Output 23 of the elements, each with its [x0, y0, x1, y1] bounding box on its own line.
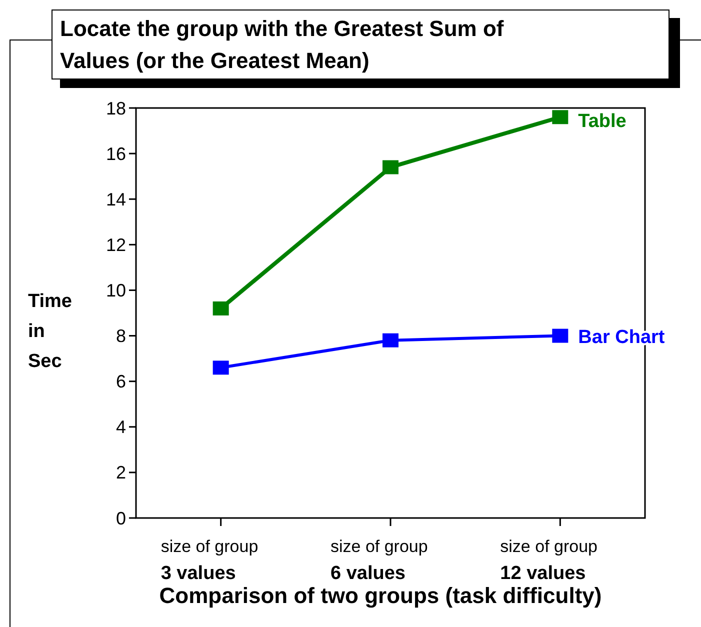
x-tick-label: size of group 3 values [160, 537, 258, 584]
point [212, 360, 229, 375]
x-axis-title: Comparison of two groups (task difficulty) [159, 583, 602, 608]
y-tick-label: 4 [116, 417, 126, 438]
y-tick-label: 16 [106, 144, 126, 164]
y-tick-label: 8 [116, 326, 126, 346]
y-tick-label: 2 [116, 462, 126, 483]
chart-title: Locate the group with the Greatest Sum of Values (or the Greatest Mean) [60, 16, 504, 73]
y-tick-label: 14 [106, 189, 126, 210]
point [552, 328, 568, 343]
y-tick-label: 0 [116, 508, 126, 528]
point [552, 110, 568, 124]
series-label: Table [578, 111, 626, 132]
point [382, 333, 398, 348]
y-tick-label: 12 [106, 234, 126, 255]
y-tick-label: 6 [116, 372, 126, 392]
x-tick-label: size of group 6 values [330, 537, 428, 584]
y-tick-label: 10 [106, 280, 126, 301]
x-tick-label: size of group 12 values [500, 537, 598, 584]
y-axis-title: Time in Sec [28, 291, 72, 372]
point [212, 301, 229, 316]
y-tick-label: 18 [106, 98, 126, 118]
point [382, 160, 398, 174]
